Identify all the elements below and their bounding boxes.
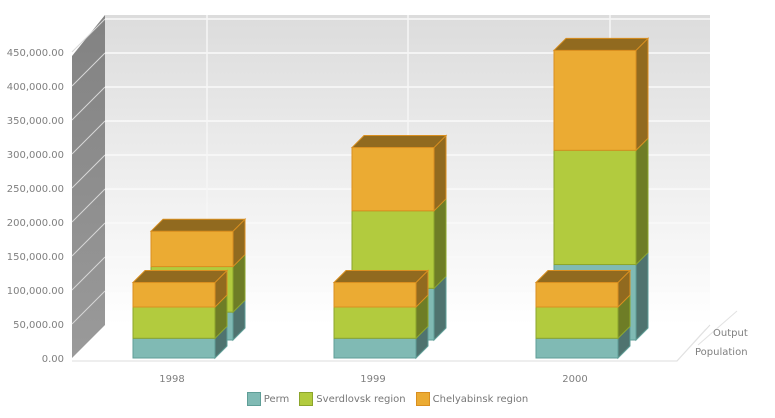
bar-population-perm-2000	[535, 337, 619, 359]
bar-output-chelyabinsk-region-2000	[553, 49, 637, 151]
bar-output-sverdlovsk-region-1999-side	[433, 197, 447, 290]
bar-population-chelyabinsk-region-2000-top	[534, 270, 632, 284]
y-tick-label: 200,000.00	[7, 218, 64, 229]
bar-population-chelyabinsk-region-1998	[132, 282, 216, 308]
bar-output-chelyabinsk-region-1998	[150, 230, 234, 268]
gridline-wall	[71, 18, 106, 53]
gridline-wall	[71, 120, 106, 155]
bar-population-chelyabinsk-region-1998-top	[131, 270, 229, 284]
bar-output-chelyabinsk-region-2000-top	[552, 37, 650, 51]
bar-population-perm-1998	[132, 337, 216, 359]
depth-axis-label-population: Population	[695, 347, 748, 358]
left-wall	[72, 15, 105, 358]
y-tick-label: 150,000.00	[7, 252, 64, 263]
legend-label: Sverdlovsk region	[316, 393, 406, 405]
y-tick-label: 350,000.00	[7, 116, 64, 127]
y-tick-label: 300,000.00	[7, 150, 64, 161]
bar-output-chelyabinsk-region-1999-side	[433, 134, 447, 213]
bar-output-chelyabinsk-region-1999	[351, 147, 435, 212]
legend-label: Perm	[263, 393, 290, 405]
gridline-wall	[71, 290, 106, 325]
legend: Perm Sverdlovsk region Chelyabinsk region	[0, 392, 775, 406]
y-tick-label: 50,000.00	[13, 320, 64, 331]
bar-population-sverdlovsk-region-2000	[535, 306, 619, 339]
y-tick-label: 100,000.00	[7, 286, 64, 297]
bar-output-sverdlovsk-region-2000-side	[635, 137, 649, 266]
depth-axis-line	[676, 328, 707, 362]
y-tick-label: 450,000.00	[7, 48, 64, 59]
bar-population-chelyabinsk-region-2000	[535, 282, 619, 308]
bar-output-chelyabinsk-region-1999-top	[350, 135, 448, 149]
gridline-wall	[71, 52, 106, 87]
x-tick-label: 1998	[159, 374, 184, 385]
gridline-wall	[71, 154, 106, 189]
y-tick-label: 0.00	[42, 354, 64, 365]
bar-output-chelyabinsk-region-1998-top	[149, 218, 247, 232]
bar-output-chelyabinsk-region-2000-side	[635, 37, 649, 152]
depth-axis-line	[697, 310, 738, 346]
bar-output-sverdlovsk-region-2000	[553, 149, 637, 266]
legend-item[interactable]: Perm	[246, 392, 290, 406]
chart-plot: 0.00 50,000.00 100,000.00 150,000.00 200,000…	[7, 15, 748, 385]
bar-population-chelyabinsk-region-1999-top	[332, 270, 430, 284]
bar-population-sverdlovsk-region-1998	[132, 306, 216, 339]
bar-population-sverdlovsk-region-1999	[333, 306, 417, 339]
depth-axis-label-output: Output	[713, 328, 748, 339]
legend-item[interactable]: Chelyabinsk region	[415, 392, 529, 406]
x-tick-label: 1999	[360, 374, 385, 385]
bar-population-perm-1999	[333, 337, 417, 359]
legend-swatch	[415, 392, 430, 406]
gridline-wall	[71, 256, 106, 291]
y-tick-label: 250,000.00	[7, 184, 64, 195]
gridline-wall	[71, 222, 106, 257]
legend-label: Chelyabinsk region	[432, 393, 529, 405]
legend-swatch	[299, 392, 314, 406]
legend-swatch	[246, 392, 261, 406]
y-tick-label: 400,000.00	[7, 82, 64, 93]
gridline-wall	[71, 188, 106, 223]
gridline-wall	[71, 86, 106, 121]
bar-population-chelyabinsk-region-1999	[333, 282, 417, 308]
x-tick-label: 2000	[562, 374, 587, 385]
bar-output-perm-2000-side	[635, 251, 649, 342]
legend-item[interactable]: Sverdlovsk region	[299, 392, 406, 406]
